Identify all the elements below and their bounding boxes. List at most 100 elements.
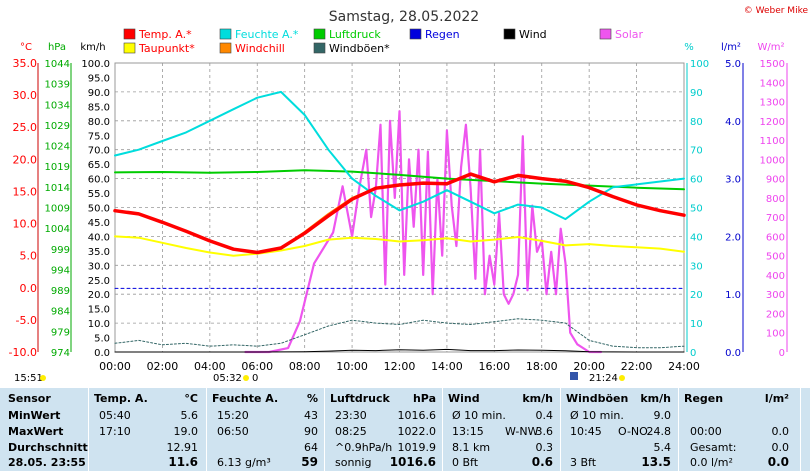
table-divider <box>324 388 325 471</box>
legend-label: Luftdruck <box>329 28 381 41</box>
tick-kmh: 80.0 <box>88 117 110 128</box>
legend-swatch <box>409 28 422 40</box>
legend-swatch <box>123 28 136 40</box>
tick-pct: 100 <box>690 59 709 70</box>
header-humidity: Feuchte A. <box>212 392 279 405</box>
legend-swatch <box>503 28 516 40</box>
legend-label: Windböen* <box>329 42 390 55</box>
x-tick-label: 22:00 <box>621 360 653 373</box>
x-tick-label: 08:00 <box>289 360 321 373</box>
pressure-time: ^0.9hPa/h <box>335 441 393 454</box>
tick-pct: 0 <box>690 348 696 359</box>
header-temp-unit: °C <box>184 392 198 405</box>
temp-value: 11.6 <box>168 455 198 469</box>
tick-temp: 30.0 <box>13 89 38 102</box>
temp-value: 5.6 <box>180 409 199 422</box>
legend-swatch <box>219 42 232 54</box>
summary-table <box>0 388 810 471</box>
tick-kmh: 85.0 <box>88 102 110 113</box>
tick-kmh: 75.0 <box>88 131 110 142</box>
sunrise-label: 05:32 <box>213 373 242 384</box>
temp-value: 12.91 <box>166 441 199 454</box>
tick-solar: 500 <box>766 252 785 263</box>
tick-solar: 1300 <box>760 98 785 109</box>
credit-text: © Weber Mike <box>744 6 809 16</box>
tick-temp: -5.0 <box>16 314 37 327</box>
legend-label: Taupunkt* <box>138 42 195 55</box>
axis-unit-hpa: hPa <box>48 42 66 53</box>
pressure-value: 1016.6 <box>389 455 436 469</box>
moonrise-label: 15:51 <box>14 373 43 384</box>
tick-hpa: 1034 <box>45 100 70 111</box>
tick-hpa: 999 <box>51 245 70 256</box>
moon-icon <box>570 372 578 380</box>
row-label: MinWert <box>8 409 61 422</box>
axis-unit-pct: % <box>684 42 694 53</box>
tick-rain: 2.0 <box>725 232 741 243</box>
tick-kmh: 100.0 <box>81 59 110 70</box>
gust-time: Ø 10 min. <box>570 409 624 422</box>
tick-pct: 20 <box>690 290 703 301</box>
row-label: Durchschnitt <box>8 441 88 454</box>
tick-rain: 0.0 <box>725 348 741 359</box>
tick-hpa: 1039 <box>45 80 70 91</box>
series-line-luftdruck <box>114 169 685 191</box>
wind-time: 0 Bft <box>452 456 479 469</box>
tick-kmh: 25.0 <box>88 276 110 287</box>
row-label: 28.05. 23:55 <box>8 456 86 469</box>
x-tick-label: 06:00 <box>241 360 273 373</box>
series-line-windb-en- <box>114 318 685 349</box>
wind-value: 0.4 <box>535 409 554 422</box>
tick-solar: 300 <box>766 290 785 301</box>
rain-value: 0.0 <box>771 425 790 438</box>
tick-solar: 200 <box>766 309 785 320</box>
humidity-value: 59 <box>301 455 318 469</box>
tick-hpa: 979 <box>51 327 70 338</box>
x-tick-label: 00:00 <box>99 360 131 373</box>
header-gust: Windböen <box>566 392 629 405</box>
tick-rain: 3.0 <box>725 175 741 186</box>
x-tick-label: 16:00 <box>478 360 510 373</box>
humidity-value: 43 <box>304 409 318 422</box>
humidity-value: 90 <box>304 425 318 438</box>
tick-kmh: 90.0 <box>88 88 110 99</box>
gust-value: 9.0 <box>653 409 672 422</box>
x-tick-label: 12:00 <box>384 360 416 373</box>
header-pressure: Luftdruck <box>330 392 390 405</box>
rain-time: Gesamt: <box>690 441 737 454</box>
gust-time: 3 Bft <box>570 456 597 469</box>
x-tick-label: 14:00 <box>431 360 463 373</box>
tick-kmh: 35.0 <box>88 247 110 258</box>
tick-solar: 800 <box>766 194 785 205</box>
tick-kmh: 95.0 <box>88 73 110 84</box>
tick-solar: 900 <box>766 175 785 186</box>
table-divider <box>88 388 89 471</box>
sun-icon <box>40 375 46 381</box>
tick-kmh: 55.0 <box>88 189 110 200</box>
legend-label: Temp. A.* <box>138 28 192 41</box>
tick-pct: 50 <box>690 204 703 215</box>
sunset-icon <box>619 375 625 381</box>
tick-kmh: 70.0 <box>88 146 110 157</box>
sunrise-icon <box>243 375 249 381</box>
tick-kmh: 20.0 <box>88 290 110 301</box>
header-rain-unit: l/m² <box>764 392 789 405</box>
tick-pct: 90 <box>690 88 703 99</box>
legend-label: Regen <box>425 28 460 41</box>
tick-kmh: 5.0 <box>94 334 110 345</box>
tick-pct: 80 <box>690 117 703 128</box>
tick-temp: 20.0 <box>13 153 38 166</box>
legend-swatch <box>313 28 326 40</box>
pressure-time: sonnig <box>335 456 372 469</box>
tick-hpa: 1014 <box>45 183 70 194</box>
tick-temp: 10.0 <box>13 218 38 231</box>
series-line-temp-a- <box>113 172 686 255</box>
table-divider <box>560 388 561 471</box>
tick-kmh: 50.0 <box>88 204 110 215</box>
tick-solar: 100 <box>766 329 785 340</box>
gust-value: 13.5 <box>641 455 671 469</box>
gust-value: 24.8 <box>646 425 672 438</box>
temp-time: 05:40 <box>99 409 131 422</box>
x-tick-label: 18:00 <box>526 360 558 373</box>
humidity-time: 15:20 <box>217 409 249 422</box>
